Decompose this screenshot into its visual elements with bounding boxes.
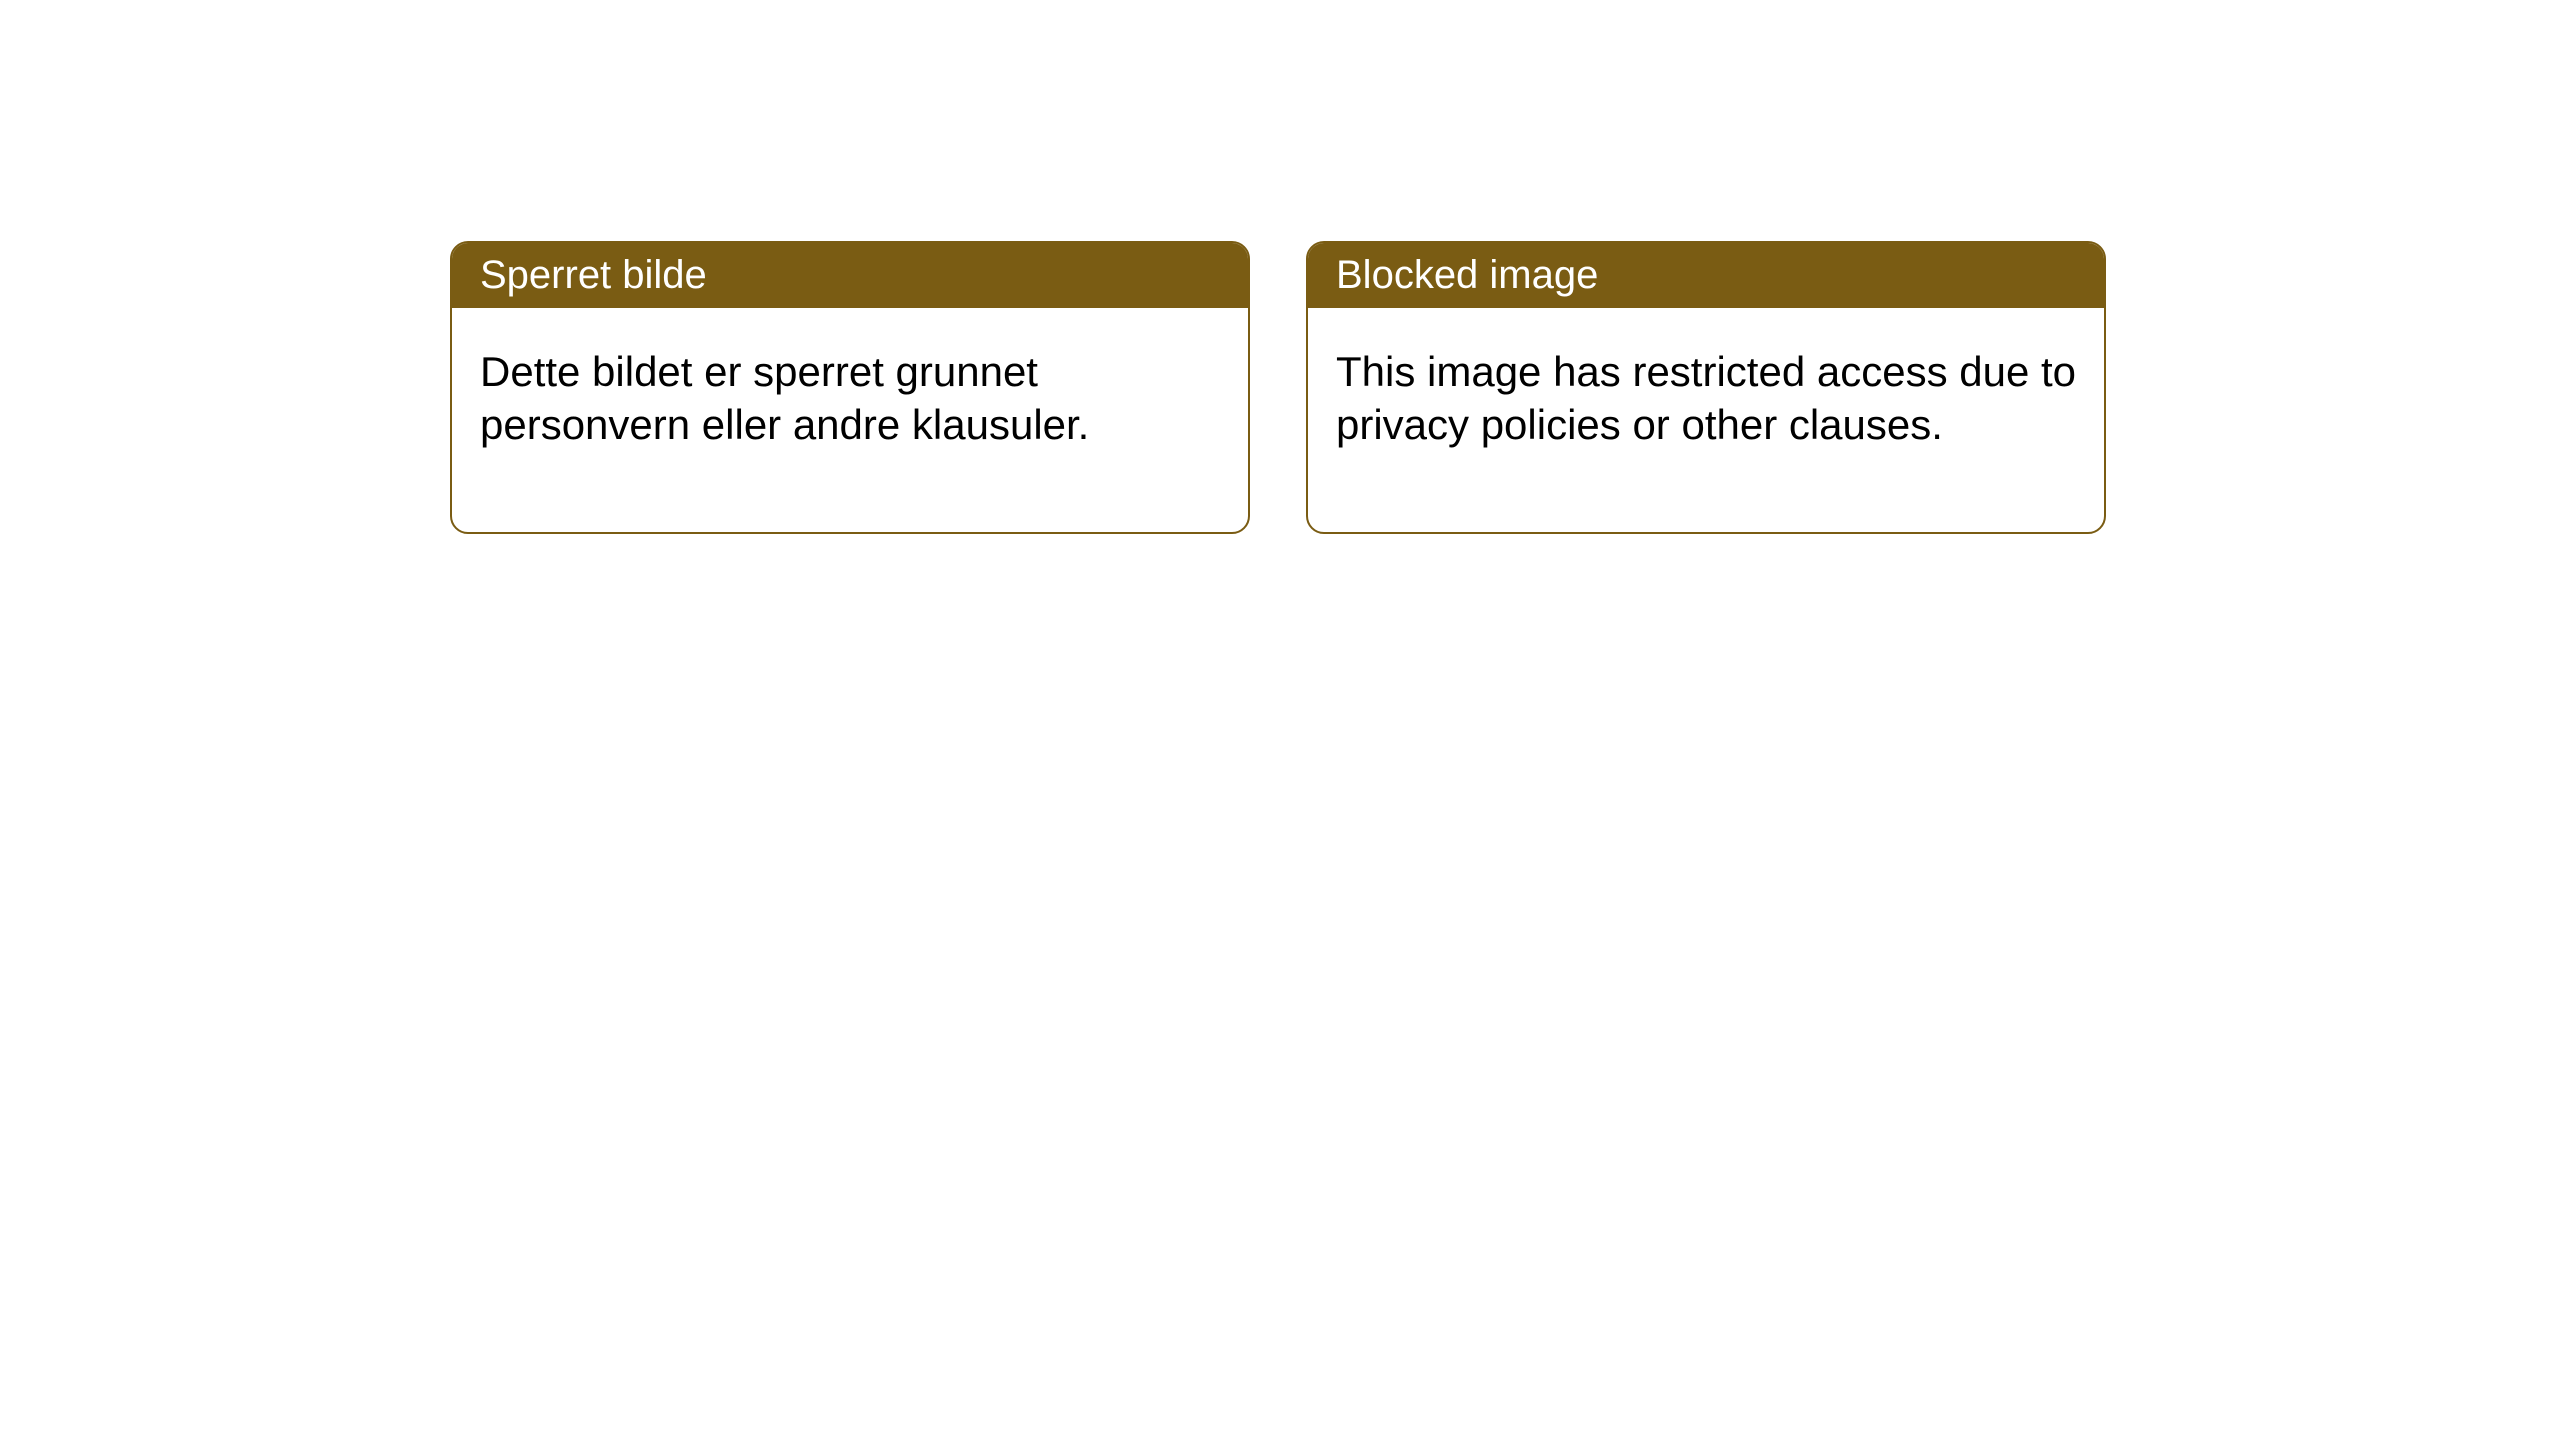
blocked-image-card-en: Blocked image This image has restricted … (1306, 241, 2106, 534)
card-title: Sperret bilde (480, 253, 707, 297)
card-body: This image has restricted access due to … (1308, 308, 2104, 532)
card-body-text: Dette bildet er sperret grunnet personve… (480, 348, 1089, 448)
card-body: Dette bildet er sperret grunnet personve… (452, 308, 1248, 532)
card-header: Blocked image (1308, 243, 2104, 308)
notice-container: Sperret bilde Dette bildet er sperret gr… (0, 0, 2560, 534)
card-body-text: This image has restricted access due to … (1336, 348, 2076, 448)
card-title: Blocked image (1336, 253, 1598, 297)
blocked-image-card-no: Sperret bilde Dette bildet er sperret gr… (450, 241, 1250, 534)
card-header: Sperret bilde (452, 243, 1248, 308)
